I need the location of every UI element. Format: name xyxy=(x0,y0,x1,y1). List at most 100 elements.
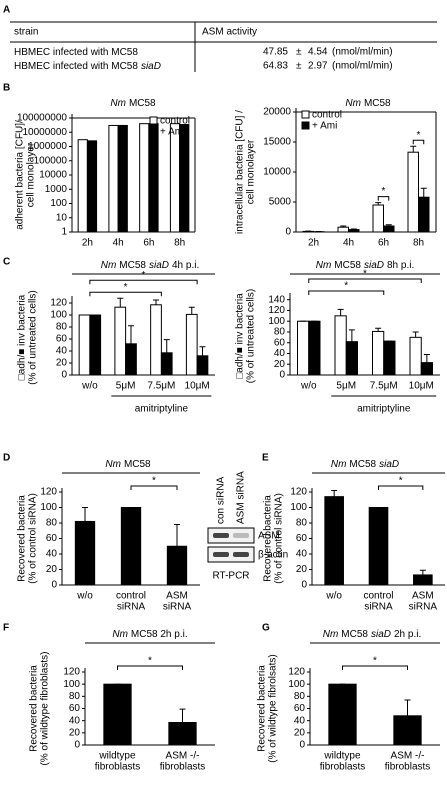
bar xyxy=(383,340,396,376)
x-tick-label: control xyxy=(363,591,393,602)
y-axis-label: adherent bacteria [CFU]/ xyxy=(15,120,26,230)
significance-bracket xyxy=(89,291,162,297)
y-tick-label: 0 xyxy=(74,740,80,751)
bar xyxy=(74,520,96,586)
gel-row-label: ASM xyxy=(258,531,280,542)
error-bar xyxy=(375,327,382,332)
error-bar xyxy=(82,507,88,522)
x-tick-label: w/o xyxy=(325,591,342,602)
group-label: amitriptyline xyxy=(135,404,189,415)
error-bar xyxy=(163,339,170,353)
table-cell: ± xyxy=(296,47,302,58)
bar xyxy=(150,304,162,376)
table-cell: (nmol/ml/min) xyxy=(332,61,393,72)
bar xyxy=(308,320,321,376)
error-bar xyxy=(127,325,134,344)
significance-bracket xyxy=(130,485,178,490)
x-tick-label: wildtype xyxy=(323,751,361,762)
text-part: MC58 xyxy=(129,98,156,109)
significance-bracket xyxy=(89,279,198,285)
text-part: MC58 xyxy=(364,98,391,109)
bar xyxy=(169,123,181,233)
x-tick-label: 10μM xyxy=(409,381,434,392)
bar xyxy=(368,507,389,586)
y-tick-label: 10000000 xyxy=(23,127,68,138)
bar xyxy=(393,715,422,746)
text-part: 2h p.i. xyxy=(394,629,421,640)
y-axis-label: cell monolayer xyxy=(26,142,37,207)
significance-label: * xyxy=(373,656,377,667)
x-tick-label: fibroblasts xyxy=(95,762,141,773)
x-tick-label: ASM xyxy=(166,591,188,602)
y-tick-label: 120 xyxy=(288,667,305,678)
y-tick-label: 1000000 xyxy=(28,141,67,152)
x-tick-label: ASM -/- xyxy=(166,751,200,762)
gel-box xyxy=(207,527,255,544)
bar xyxy=(114,306,127,376)
y-tick-label: 20 xyxy=(294,727,306,738)
text-part: Nm xyxy=(331,459,347,470)
y-tick-label: 5000 xyxy=(269,197,292,208)
y-tick-label: 0 xyxy=(279,370,285,381)
text-part: siaD xyxy=(149,260,169,271)
significance-label: * xyxy=(363,269,367,280)
y-tick-label: 100 xyxy=(63,679,80,690)
x-tick-label: 7.5μM xyxy=(370,381,398,392)
text-part: Nm xyxy=(105,459,121,470)
y-tick-label: 40 xyxy=(46,549,58,560)
significance-bracket xyxy=(308,290,385,295)
y-axis-label: Recovered bacteria xyxy=(263,495,274,582)
table-cell: 2.97 xyxy=(308,61,328,72)
error-bar xyxy=(410,145,417,153)
y-tick-label: 40 xyxy=(294,715,306,726)
text-part: Nm xyxy=(110,98,126,109)
significance-label: * xyxy=(124,282,128,293)
text-part: Nm xyxy=(323,629,339,640)
x-tick-label: 8h xyxy=(174,238,185,249)
y-tick-label: 100 xyxy=(50,198,67,209)
y-axis-label: □adh/■ inv bacteria xyxy=(235,293,246,379)
y-axis-label: (% of wildtype fibroblasts) xyxy=(40,652,51,766)
error-bar xyxy=(179,708,186,723)
bar xyxy=(148,123,159,233)
error-bar xyxy=(350,228,357,230)
bar xyxy=(120,507,142,586)
panel-label: A xyxy=(3,5,10,16)
table-cell: (nmol/ml/min) xyxy=(332,47,393,58)
text-part: MC58 2h p.i. xyxy=(131,629,188,640)
table-cell: 47.85 xyxy=(263,47,288,58)
y-axis-label: cell monolayer xyxy=(246,139,257,204)
legend-swatch xyxy=(149,127,158,136)
chart-title: Nm MC58 siaD xyxy=(331,459,399,470)
text-part: MC58 xyxy=(119,260,146,271)
y-tick-label: 20 xyxy=(296,564,308,575)
y-tick-label: 80 xyxy=(56,322,68,333)
bar xyxy=(117,124,128,233)
chart-title: Nm MC58 2h p.i. xyxy=(112,629,187,640)
panel-label: D xyxy=(3,453,10,464)
x-tick-label: w/o xyxy=(300,381,317,392)
y-tick-label: 60 xyxy=(46,533,58,544)
x-tick-label: siRNA xyxy=(163,602,192,613)
bar xyxy=(179,123,190,233)
gel-caption: RT-PCR xyxy=(212,571,249,582)
y-tick-label: 0 xyxy=(51,580,57,591)
x-tick-label: 2h xyxy=(308,238,319,249)
y-tick-label: 0 xyxy=(61,370,67,381)
y-tick-label: 60 xyxy=(56,334,68,345)
y-tick-label: 20 xyxy=(46,564,58,575)
bar xyxy=(166,545,188,586)
x-tick-label: 4h xyxy=(113,238,124,249)
x-tick-label: siRNA xyxy=(364,602,393,613)
error-bar xyxy=(420,187,427,198)
x-tick-label: wildtype xyxy=(98,751,136,762)
panel-label: G xyxy=(262,623,270,634)
gel-column-label: con siRNA xyxy=(216,476,227,524)
y-tick-label: 100 xyxy=(50,310,67,321)
y-tick-label: 40 xyxy=(56,346,68,357)
gel-box xyxy=(207,546,255,563)
group-label: amitriptyline xyxy=(357,404,411,415)
bar xyxy=(86,140,98,233)
error-bar xyxy=(337,308,344,316)
